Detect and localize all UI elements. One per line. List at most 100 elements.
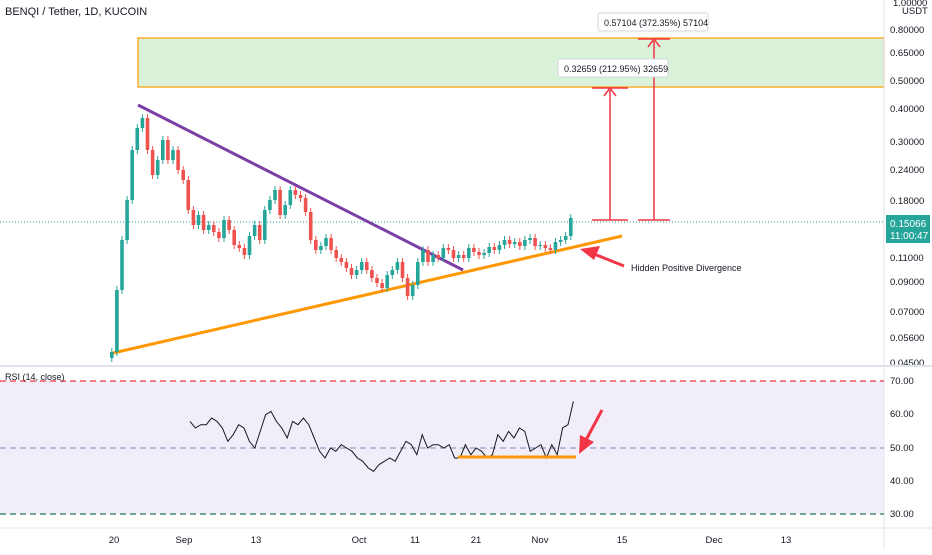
candle-body: [308, 212, 313, 240]
chart-title: BENQI / Tether, 1D, KUCOIN: [5, 6, 147, 18]
ascending-trendline: [112, 234, 623, 355]
candle-body: [303, 198, 308, 212]
price-tick-label: 0.18000: [890, 196, 924, 207]
rsi-tick-label: 50.00: [890, 443, 914, 454]
candle-body: [416, 262, 420, 285]
candle-body: [487, 247, 491, 253]
price-tick-label: 0.30000: [890, 137, 924, 148]
candle-body: [456, 255, 461, 258]
candle-body: [405, 278, 410, 296]
candle-body: [359, 262, 364, 270]
candle-body: [329, 238, 333, 250]
candle-body: [492, 247, 497, 250]
candle-body: [344, 262, 349, 268]
price-tick-label: 1.00000: [893, 0, 927, 9]
candle-body: [181, 170, 185, 180]
price-tick-label: 0.65000: [890, 48, 924, 59]
date-tick-label: Oct: [352, 535, 367, 546]
candles-layer: [110, 114, 573, 362]
candle-body: [217, 232, 221, 238]
candle-body: [451, 250, 456, 258]
candle-body: [196, 215, 201, 225]
price-tick-label: 0.80000: [890, 25, 924, 36]
candle-body: [273, 190, 277, 200]
target-2-label: 0.57104 (372.35%) 57104: [604, 18, 708, 28]
price-divergence-arrow: [580, 246, 625, 268]
price-tick-label: 0.04500: [890, 358, 924, 369]
rsi-label: RSI (14, close): [5, 372, 65, 382]
candle-body: [247, 236, 252, 255]
candle-body: [212, 225, 216, 232]
candle-body: [283, 205, 287, 215]
price-tick-label: 0.05600: [890, 333, 924, 344]
candle-body: [354, 270, 359, 275]
candle-body: [482, 253, 486, 255]
candle-body: [426, 250, 430, 262]
candle-body: [523, 240, 527, 246]
candle-body: [395, 262, 400, 270]
date-tick-label: 20: [109, 535, 120, 546]
price-axis-unit: USDT: [902, 6, 928, 17]
candle-body: [227, 220, 231, 230]
target-1-label: 0.32659 (212.95%) 32659: [564, 64, 668, 74]
candle-body: [115, 290, 119, 352]
price-tick-label: 0.50000: [890, 76, 924, 87]
date-tick-label: Nov: [532, 535, 549, 546]
rsi-tick-label: 40.00: [890, 476, 914, 487]
candle-body: [370, 270, 374, 278]
candle-body: [334, 250, 338, 258]
candle-body: [242, 248, 247, 255]
candle-body: [120, 240, 124, 290]
candle-body: [431, 255, 435, 262]
candle-body: [461, 255, 466, 258]
candle-body: [365, 262, 369, 270]
candle-body: [257, 225, 262, 240]
candle-body: [543, 245, 548, 248]
candle-body: [206, 225, 211, 230]
last-price-badge: [886, 215, 930, 243]
candle-body: [288, 190, 293, 205]
target-1-label-box: [557, 58, 669, 78]
candle-body: [421, 250, 425, 262]
candle-body: [232, 230, 236, 245]
candle-body: [528, 238, 532, 240]
candle-body: [201, 215, 206, 230]
date-tick-label: 21: [471, 535, 482, 546]
candle-body: [293, 190, 298, 195]
price-tick-label: 0.40000: [890, 104, 924, 115]
candle-body: [298, 195, 303, 198]
candle-body: [497, 245, 502, 250]
candle-body: [375, 278, 379, 283]
candle-body: [553, 242, 558, 250]
candle-body: [349, 268, 354, 275]
candle-body: [237, 245, 242, 248]
rsi-axis: 70.00 60.00 50.00 40.00 30.00: [890, 376, 914, 520]
price-tick-label: 0.24000: [890, 165, 924, 176]
candle-body: [533, 238, 537, 246]
candle-body: [558, 240, 563, 242]
date-tick-label: 11: [410, 535, 420, 546]
candle-body: [278, 190, 282, 215]
candle-body: [145, 118, 150, 150]
price-tick-label: 0.07000: [890, 307, 924, 318]
candle-body: [252, 225, 257, 236]
candle-body: [390, 270, 395, 275]
time-axis: 20 Sep 13 Oct 11 21 Nov 15 Dec 13: [109, 535, 792, 546]
candle-body: [166, 140, 170, 160]
candle-body: [548, 248, 553, 250]
candle-body: [441, 248, 446, 258]
candle-body: [263, 210, 267, 240]
candle-body: [518, 242, 522, 246]
candle-body: [125, 200, 129, 240]
last-price-value: 0.15066: [890, 219, 927, 230]
candle-body: [150, 150, 155, 175]
candle-body: [436, 255, 440, 258]
date-tick-label: 13: [781, 535, 792, 546]
rsi-divergence-arrow: [579, 409, 604, 454]
candle-body: [380, 283, 384, 288]
candle-body: [467, 248, 471, 258]
candle-body: [339, 258, 344, 262]
target-zone: [137, 37, 885, 88]
price-axis: 0.80000 0.65000 0.50000 0.40000 0.30000 0.240…: [890, 0, 927, 369]
